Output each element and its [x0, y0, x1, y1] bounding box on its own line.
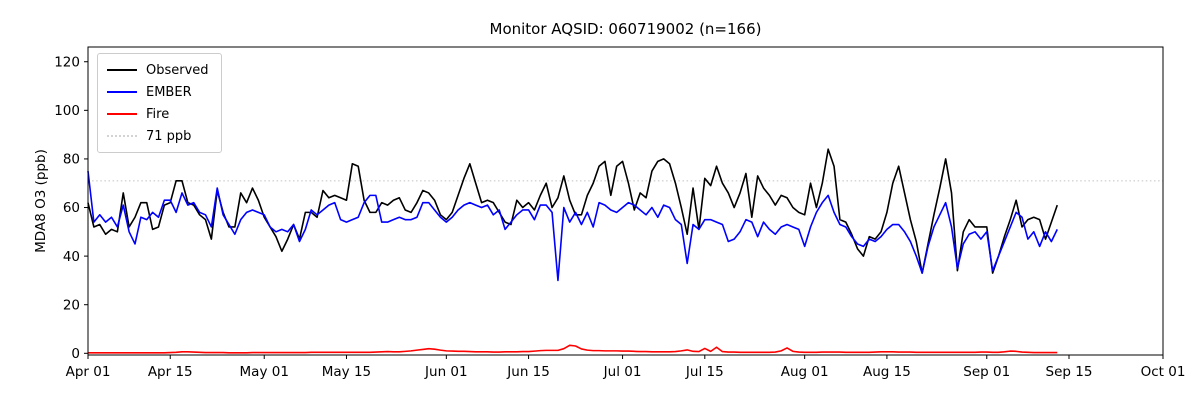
legend-label-threshold: 71 ppb: [146, 128, 192, 144]
x-tick-label: Jul 15: [685, 364, 724, 380]
y-tick-label: 80: [63, 152, 80, 168]
x-tick-label: Apr 01: [66, 364, 111, 380]
legend-item-fire: Fire: [107, 103, 209, 125]
legend-item-observed: Observed: [107, 59, 209, 81]
legend-label-fire: Fire: [146, 106, 170, 122]
x-tick-label: Jun 15: [506, 364, 550, 380]
x-tick-label: Jun 01: [424, 364, 468, 380]
legend: Observed EMBER Fire 71 ppb: [97, 53, 222, 153]
observed-line-swatch: [107, 69, 137, 71]
y-tick-label: 60: [63, 200, 80, 216]
legend-item-ember: EMBER: [107, 81, 209, 103]
y-tick-label: 120: [54, 54, 80, 70]
x-tick-label: May 01: [240, 364, 289, 380]
ember-line-swatch: [107, 91, 137, 93]
x-tick-label: Aug 01: [781, 364, 829, 380]
y-tick-label: 100: [54, 103, 80, 119]
fire-series-line: [88, 344, 1058, 354]
x-tick-label: Aug 15: [863, 364, 911, 380]
y-tick-label: 40: [63, 249, 80, 265]
y-axis-label: MDA8 O3 (ppb): [33, 149, 49, 253]
y-tick-label: 0: [71, 346, 80, 362]
chart-title: Monitor AQSID: 060719002 (n=166): [489, 20, 762, 38]
fire-line-swatch: [107, 113, 137, 115]
legend-item-threshold: 71 ppb: [107, 125, 209, 147]
x-tick-label: Sep 01: [963, 364, 1010, 380]
x-tick-label: Jul 01: [603, 364, 642, 380]
x-tick-label: Apr 15: [148, 364, 193, 380]
observed-series-line: [87, 148, 1059, 274]
threshold-line-swatch: [107, 135, 137, 137]
ember-series-line: [87, 170, 1058, 282]
x-tick-label: May 15: [322, 364, 371, 380]
x-tick-label: Sep 15: [1046, 364, 1093, 380]
legend-label-ember: EMBER: [146, 84, 192, 100]
legend-label-observed: Observed: [146, 62, 209, 78]
plot-border: [87, 46, 1164, 356]
y-tick-label: 20: [63, 297, 80, 313]
x-tick-label: Oct 01: [1141, 364, 1186, 380]
